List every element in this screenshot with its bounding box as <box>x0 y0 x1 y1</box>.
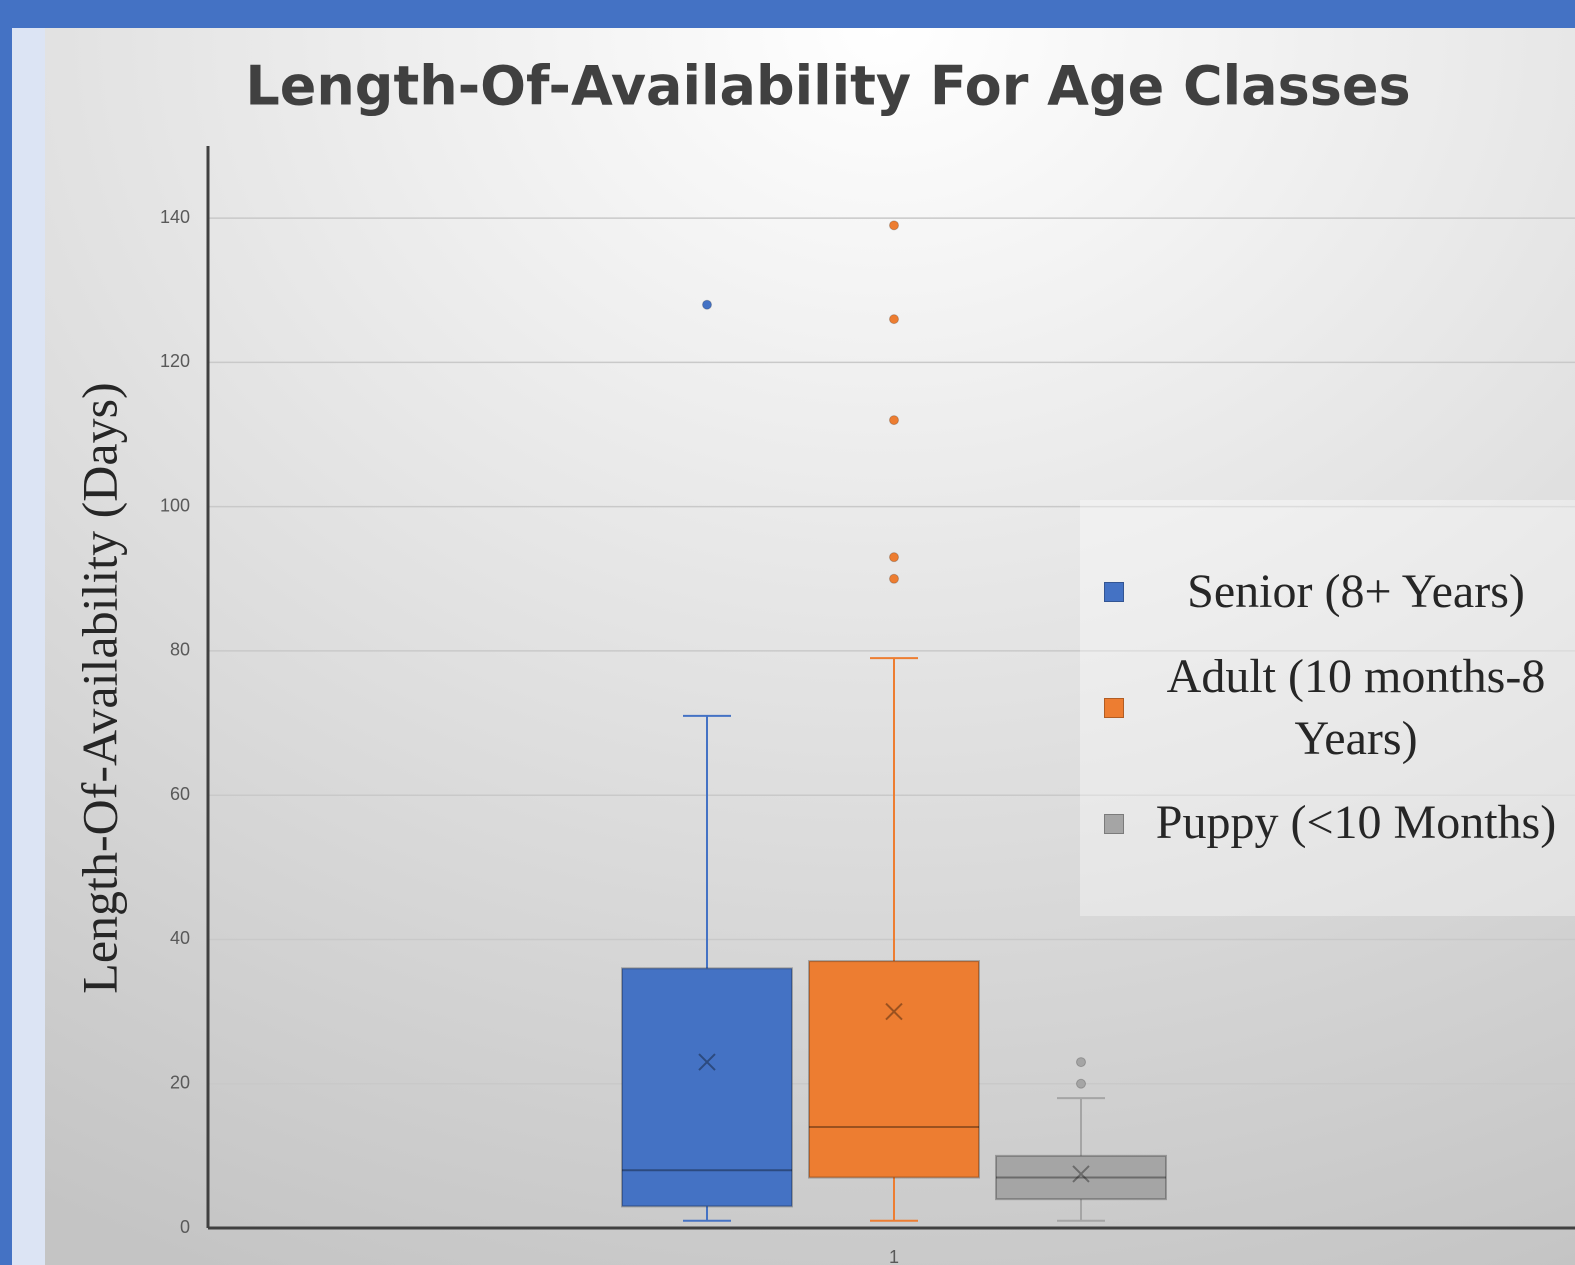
legend-swatch <box>1104 582 1124 603</box>
y-axis-label: Length-Of-Availability (Days) <box>71 382 127 993</box>
legend-entry: Puppy (<10 Months) <box>1104 792 1575 854</box>
legend: Senior (8+ Years) Adult (10 months-8 Year… <box>1080 500 1575 916</box>
legend-label: Senior (8+ Years) <box>1187 565 1525 619</box>
chart-title: Length-Of-Availability For Age Classes <box>245 55 1410 118</box>
y-tick-label: 0 <box>180 1217 190 1237</box>
outlier <box>1076 1078 1086 1089</box>
legend-label: Puppy (<10 Months) <box>1155 796 1557 850</box>
x-tick-label: 1 <box>889 1247 899 1265</box>
y-tick-label: 100 <box>160 495 190 515</box>
legend-swatch <box>1104 813 1124 834</box>
y-tick-label: 40 <box>170 928 190 948</box>
box <box>995 1154 1167 1201</box>
outlier <box>889 415 899 426</box>
outlier <box>889 573 899 584</box>
y-tick-label: 20 <box>170 1072 190 1092</box>
box <box>808 960 980 1179</box>
box <box>621 967 793 1208</box>
y-tick-label: 60 <box>170 784 190 804</box>
y-tick-label: 140 <box>160 207 190 227</box>
mean-marker <box>885 1002 903 1021</box>
legend-entry: Adult (10 months-8 Years) <box>1104 646 1575 771</box>
mean-marker <box>698 1053 716 1071</box>
outlier <box>1076 1057 1086 1068</box>
y-tick-label: 120 <box>160 351 190 371</box>
legend-swatch <box>1104 698 1124 718</box>
outlier <box>889 552 899 563</box>
mean-marker <box>1072 1165 1090 1183</box>
y-tick-label: 80 <box>170 640 190 660</box>
legend-label: Adult (10 months-8 Years) <box>1166 649 1546 765</box>
side-strip <box>12 28 45 1265</box>
outlier <box>889 220 899 231</box>
outlier <box>889 314 899 325</box>
legend-entry: Senior (8+ Years) <box>1104 561 1575 623</box>
outlier <box>702 299 712 310</box>
